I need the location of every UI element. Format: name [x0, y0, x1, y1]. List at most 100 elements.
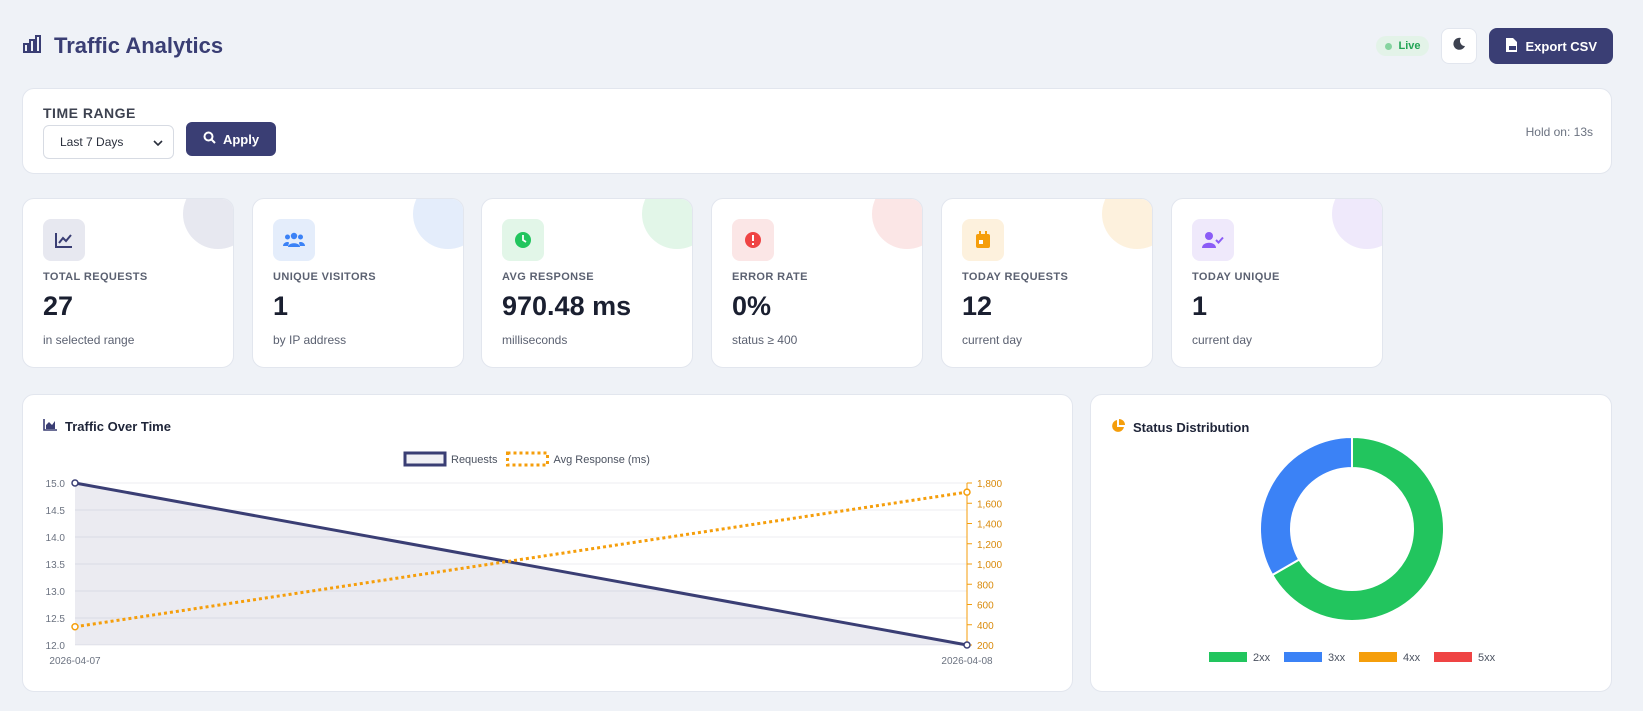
y-left-tick-label: 14.0 [46, 533, 66, 544]
stat-label: TODAY UNIQUE [1192, 271, 1280, 283]
traffic-line-chart: 15.0 14.5 14.0 13.5 13.0 12.5 12.0 1,800 1,600 1,… [46, 451, 1002, 667]
x-tick-label: 2026-04-07 [49, 656, 101, 667]
data-point [71, 479, 79, 487]
y-right-tick-label: 1,600 [977, 499, 1002, 510]
time-range-select[interactable]: Last 7 Days [43, 125, 174, 159]
y-right-tick-label: 200 [977, 641, 994, 652]
chart-legend: Requests Avg Response (ms) [403, 451, 650, 467]
status-distribution-panel: Status Distribution 2xx 3xx 4xx 5xx [1090, 394, 1612, 692]
stat-card-total-requests: TOTAL REQUESTS 27 in selected range [22, 198, 234, 368]
stat-card-avg-response: AVG RESPONSE 970.48 ms milliseconds [481, 198, 693, 368]
decorative-circle [183, 199, 233, 249]
y-right-tick-label: 600 [977, 601, 994, 612]
legend-label: 4xx [1403, 652, 1421, 664]
stat-value: 0% [732, 291, 772, 321]
bar-chart-icon [22, 34, 42, 59]
status-donut-chart: 2xx 3xx 4xx 5xx [1209, 435, 1496, 664]
legend-label: 2xx [1253, 652, 1271, 664]
legend-swatch [1284, 652, 1322, 662]
moon-icon [1451, 36, 1467, 57]
hold-timer-text: Hold on: 13s [1525, 125, 1593, 139]
export-csv-button[interactable]: Export CSV [1489, 28, 1613, 64]
series-line [74, 490, 968, 629]
page-title: Traffic Analytics [54, 33, 224, 58]
export-label: Export CSV [1525, 38, 1597, 54]
clock-icon [502, 219, 544, 261]
stat-subtext: current day [1192, 333, 1253, 347]
decorative-circle [413, 199, 463, 249]
file-csv-icon [1505, 37, 1518, 55]
stat-subtext: status ≥ 400 [732, 333, 798, 347]
live-badge: Live [1376, 36, 1430, 56]
y-left-tick-label: 13.5 [46, 560, 66, 571]
page-header: Traffic Analytics Live Export CSV [22, 28, 1613, 64]
live-dot-icon [1385, 42, 1393, 50]
data-point [963, 641, 971, 649]
legend-label: Avg Response (ms) [553, 454, 649, 466]
legend-swatch [403, 451, 447, 467]
donut-slice [1270, 435, 1445, 622]
stat-card-today-unique: TODAY UNIQUE 1 current day [1171, 198, 1383, 368]
traffic-over-time-panel: Traffic Over Time 15.0 14.5 14.0 13.5 13.0 12… [22, 394, 1073, 692]
y-left-tick-label: 13.0 [46, 587, 66, 598]
y-right-tick-label: 1,800 [977, 479, 1002, 490]
chevron-down-icon [153, 135, 163, 149]
legend-label: 5xx [1478, 652, 1496, 664]
traffic-title-text: Traffic Over Time [65, 419, 171, 434]
x-tick-label: 2026-04-08 [941, 656, 993, 667]
stat-card-unique-visitors: UNIQUE VISITORS 1 by IP address [252, 198, 464, 368]
apply-button[interactable]: Apply [186, 122, 276, 156]
decorative-circle [1102, 199, 1152, 249]
panel-title: Traffic Over Time [43, 419, 171, 434]
area-chart-icon [43, 419, 57, 434]
stat-subtext: milliseconds [502, 333, 568, 347]
decorative-circle [1332, 199, 1382, 249]
header-actions: Live Export CSV [1376, 28, 1613, 64]
stat-value: 1 [273, 291, 289, 321]
y-left-tick-label: 12.0 [46, 641, 66, 652]
legend-label: 3xx [1328, 652, 1346, 664]
stat-value: 12 [962, 291, 993, 321]
stat-subtext: in selected range [43, 333, 135, 347]
stat-card-error-rate: ERROR RATE 0% status ≥ 400 [711, 198, 923, 368]
donut-slice [1259, 435, 1353, 577]
data-point [963, 488, 971, 496]
decorative-circle [872, 199, 922, 249]
donut-legend: 2xx 3xx 4xx 5xx [1209, 652, 1496, 664]
series-line [74, 481, 968, 647]
y-right-tick-label: 1,200 [977, 540, 1002, 551]
legend-swatch [1359, 652, 1397, 662]
time-range-value: Last 7 Days [60, 135, 124, 149]
stat-card-today-requests: TODAY REQUESTS 12 current day [941, 198, 1153, 368]
title-group: Traffic Analytics [22, 33, 223, 59]
status-title-text: Status Distribution [1133, 420, 1250, 435]
time-range-label: TIME RANGE [43, 105, 136, 121]
data-point [71, 623, 79, 631]
chart-line-icon [43, 219, 85, 261]
y-right-tick-label: 1,000 [977, 560, 1002, 571]
stat-label: ERROR RATE [732, 271, 808, 283]
user-check-icon [1192, 219, 1234, 261]
stat-label: TODAY REQUESTS [962, 271, 1069, 283]
legend-label: Requests [451, 454, 498, 466]
pie-chart-icon [1111, 419, 1125, 436]
legend-swatch [1434, 652, 1472, 662]
time-range-filter: TIME RANGE Last 7 Days Apply Hold on: 13… [22, 88, 1612, 174]
search-icon [203, 131, 216, 147]
users-icon [273, 219, 315, 261]
y-right-tick-label: 1,400 [977, 520, 1002, 531]
stat-value: 1 [1192, 291, 1208, 321]
theme-toggle-button[interactable] [1441, 28, 1478, 64]
stat-label: AVG RESPONSE [502, 271, 595, 283]
y-left-tick-label: 12.5 [46, 614, 66, 625]
y-left-tick-label: 15.0 [46, 479, 66, 490]
y-left-tick-label: 14.5 [46, 506, 66, 517]
y-right-tick-label: 800 [977, 580, 994, 591]
stat-label: TOTAL REQUESTS [43, 271, 148, 283]
calendar-icon [962, 219, 1004, 261]
panel-title: Status Distribution [1111, 419, 1249, 436]
apply-label: Apply [222, 131, 260, 147]
stat-subtext: current day [962, 333, 1023, 347]
alert-icon [732, 219, 774, 261]
legend-swatch [1209, 652, 1247, 662]
